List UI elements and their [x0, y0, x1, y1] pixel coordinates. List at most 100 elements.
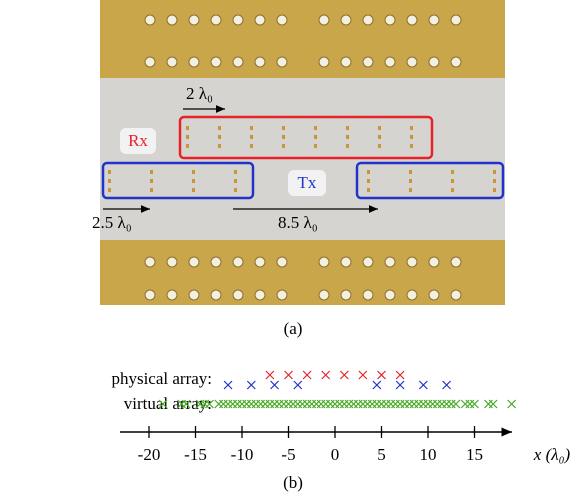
antenna-pad: [346, 126, 349, 130]
board-top: [100, 0, 505, 78]
via: [429, 15, 439, 25]
via: [277, 257, 287, 267]
marker: [224, 381, 232, 389]
via: [255, 290, 265, 300]
rx-label: Rx: [128, 131, 148, 150]
marker: [252, 400, 260, 408]
antenna-pad: [150, 170, 153, 174]
marker: [373, 400, 381, 408]
marker: [489, 400, 497, 408]
antenna-pad: [282, 135, 285, 139]
marker: [484, 400, 492, 408]
antenna-pad: [346, 135, 349, 139]
via: [429, 257, 439, 267]
via: [255, 15, 265, 25]
antenna-pad: [218, 126, 221, 130]
via: [167, 257, 177, 267]
marker: [215, 400, 223, 408]
via: [363, 257, 373, 267]
via: [407, 57, 417, 67]
row-label: physical array:: [111, 369, 212, 388]
via: [407, 290, 417, 300]
via: [363, 57, 373, 67]
marker: [219, 400, 227, 408]
marker: [289, 400, 297, 408]
marker: [243, 400, 251, 408]
antenna-pad: [250, 135, 253, 139]
marker: [294, 381, 302, 389]
marker: [401, 400, 409, 408]
antenna-pad: [150, 188, 153, 192]
via: [255, 57, 265, 67]
antenna-pad: [410, 126, 413, 130]
marker: [443, 381, 451, 389]
antenna-pad: [218, 135, 221, 139]
marker: [317, 400, 325, 408]
marker: [322, 371, 330, 379]
antenna-pad: [282, 126, 285, 130]
via: [451, 15, 461, 25]
antenna-pad: [410, 144, 413, 148]
via: [385, 57, 395, 67]
marker: [359, 371, 367, 379]
marker: [466, 400, 474, 408]
photo: Rx Tx 2 λ₀ 2.5 λ₀ 8.5 λ₀: [92, 0, 505, 305]
via: [319, 257, 329, 267]
antenna-pad: [378, 144, 381, 148]
marker: [261, 400, 269, 408]
marker: [247, 381, 255, 389]
marker: [331, 400, 339, 408]
x-tick-label: 10: [420, 445, 437, 464]
via: [407, 15, 417, 25]
marker: [452, 400, 460, 408]
marker: [350, 400, 358, 408]
antenna-pad: [186, 144, 189, 148]
via: [145, 15, 155, 25]
board-bottom: [100, 240, 505, 305]
antenna-pad: [192, 188, 195, 192]
marker: [368, 400, 376, 408]
marker: [322, 400, 330, 408]
via: [277, 290, 287, 300]
marker: [424, 400, 432, 408]
marker: [280, 400, 288, 408]
antenna-pad: [493, 170, 496, 174]
via: [189, 290, 199, 300]
x-tick-label: -15: [184, 445, 207, 464]
marker: [447, 400, 455, 408]
via: [255, 257, 265, 267]
marker: [396, 371, 404, 379]
marker: [415, 400, 423, 408]
marker: [387, 400, 395, 408]
marker: [298, 400, 306, 408]
antenna-pad: [234, 179, 237, 183]
via: [385, 15, 395, 25]
marker: [303, 400, 311, 408]
marker: [396, 381, 404, 389]
antenna-pad: [218, 144, 221, 148]
antenna-pad: [346, 144, 349, 148]
antenna-pad: [409, 170, 412, 174]
via: [363, 290, 373, 300]
marker: [419, 381, 427, 389]
marker: [294, 400, 302, 408]
marker: [364, 400, 372, 408]
via: [319, 290, 329, 300]
antenna-pad: [186, 135, 189, 139]
marker: [275, 400, 283, 408]
antenna-pad: [108, 188, 111, 192]
via: [233, 57, 243, 67]
antenna-pad: [409, 188, 412, 192]
marker: [378, 371, 386, 379]
via: [277, 57, 287, 67]
via: [233, 15, 243, 25]
caption: (a): [284, 319, 303, 338]
via: [451, 57, 461, 67]
marker: [312, 400, 320, 408]
via: [341, 15, 351, 25]
marker: [247, 400, 255, 408]
via: [233, 290, 243, 300]
via: [211, 257, 221, 267]
marker: [271, 381, 279, 389]
antenna-pad: [250, 126, 253, 130]
